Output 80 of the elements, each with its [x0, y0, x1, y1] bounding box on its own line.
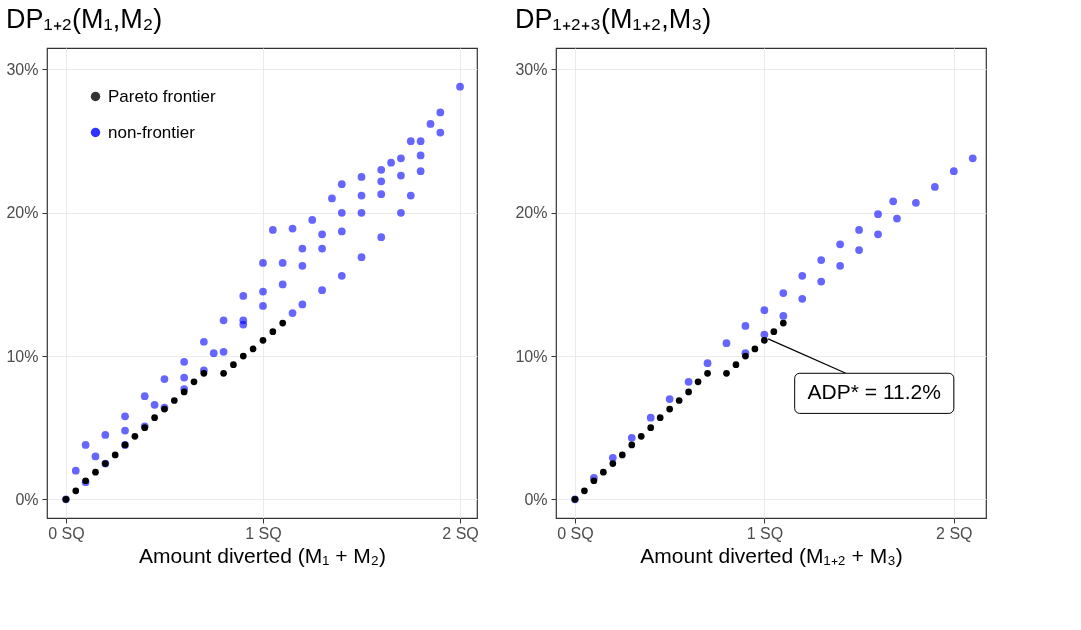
- annotation: ADP* = 11.2%: [807, 380, 941, 404]
- point: [72, 487, 80, 495]
- x-tick-label: 0 SQ: [48, 524, 85, 542]
- x-tick-label: 1 SQ: [245, 524, 282, 542]
- point: [779, 312, 788, 320]
- point: [874, 230, 882, 239]
- point: [666, 405, 674, 413]
- point: [779, 289, 788, 297]
- point: [647, 424, 655, 432]
- point: [836, 261, 845, 270]
- point: [600, 468, 607, 476]
- point: [723, 369, 730, 377]
- x-tick-label: 1 SQ: [746, 524, 784, 542]
- y-tick-label: 20%: [515, 204, 548, 222]
- chart-title: DP₁₊₂(M₁,M₂): [5, 4, 163, 34]
- x-axis-title: Amount diverted (M₁ + M₂): [139, 543, 386, 567]
- y-tick-label: 30%: [515, 60, 548, 78]
- point: [646, 413, 655, 422]
- point: [190, 378, 198, 386]
- point: [628, 441, 636, 449]
- point: [279, 319, 287, 327]
- point: [665, 395, 674, 403]
- point: [855, 226, 863, 234]
- point: [798, 271, 807, 280]
- point: [889, 197, 898, 206]
- chart-title: DP₁₊₂₊₃(M₁₊₂,M₃): [514, 4, 712, 34]
- point: [751, 345, 759, 353]
- point: [581, 487, 588, 495]
- legend-label: Pareto frontier: [108, 86, 217, 106]
- point: [151, 414, 158, 422]
- x-axis-title: Amount diverted (M₁₊₂ + M₃): [640, 543, 903, 567]
- point: [893, 214, 901, 223]
- point: [131, 432, 139, 440]
- legend-label: non-frontier: [108, 122, 196, 142]
- point: [836, 240, 845, 249]
- point: [732, 361, 740, 369]
- y-tick-label: 0%: [524, 490, 548, 508]
- point: [779, 319, 787, 327]
- x-tick-label: 0 SQ: [557, 524, 594, 542]
- point: [741, 322, 750, 330]
- point: [703, 359, 712, 368]
- point: [694, 378, 702, 386]
- y-tick-label: 30%: [6, 60, 39, 78]
- point: [760, 306, 769, 315]
- point: [239, 352, 247, 360]
- point: [722, 339, 731, 348]
- point: [269, 328, 277, 336]
- point: [170, 397, 178, 404]
- point: [684, 378, 693, 386]
- point: [761, 336, 768, 344]
- point: [930, 183, 939, 191]
- y-tick-label: 0%: [15, 490, 39, 508]
- point: [855, 246, 863, 254]
- x-tick-label: 2 SQ: [936, 524, 973, 542]
- point: [627, 433, 636, 442]
- point: [111, 451, 119, 459]
- point: [230, 361, 237, 369]
- point: [770, 328, 778, 336]
- point: [685, 388, 692, 396]
- point: [675, 397, 683, 404]
- point: [912, 198, 920, 207]
- y-tick-label: 20%: [6, 204, 39, 222]
- point: [220, 369, 227, 377]
- point: [968, 154, 977, 163]
- y-tick-label: 10%: [515, 347, 548, 365]
- point: [874, 210, 882, 219]
- point: [249, 345, 257, 353]
- point: [949, 167, 958, 176]
- point: [704, 369, 711, 377]
- point: [798, 294, 807, 303]
- y-tick-label: 10%: [6, 347, 39, 365]
- point: [259, 336, 267, 344]
- point: [817, 277, 826, 286]
- point: [609, 460, 617, 467]
- point: [92, 468, 99, 476]
- point: [656, 414, 664, 422]
- x-tick-label: 2 SQ: [442, 524, 479, 542]
- point: [618, 451, 626, 459]
- point: [817, 256, 826, 264]
- point: [637, 432, 645, 440]
